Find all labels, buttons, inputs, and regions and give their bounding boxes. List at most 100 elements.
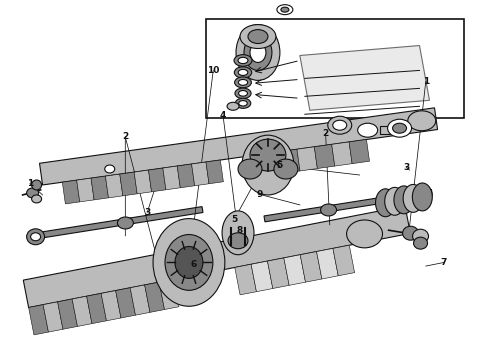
Polygon shape <box>145 282 165 312</box>
Ellipse shape <box>105 165 115 173</box>
Ellipse shape <box>235 88 251 99</box>
Polygon shape <box>134 170 151 194</box>
Polygon shape <box>77 178 94 202</box>
Ellipse shape <box>414 237 427 249</box>
Ellipse shape <box>333 120 347 130</box>
Ellipse shape <box>346 220 383 248</box>
Ellipse shape <box>281 7 289 12</box>
Text: 1: 1 <box>27 179 33 188</box>
Polygon shape <box>120 172 137 196</box>
Polygon shape <box>43 302 63 332</box>
Ellipse shape <box>238 57 248 64</box>
Polygon shape <box>251 261 273 292</box>
Ellipse shape <box>250 139 286 171</box>
Text: 10: 10 <box>207 66 220 75</box>
Polygon shape <box>314 144 335 168</box>
Bar <box>206 19 465 118</box>
Polygon shape <box>235 264 256 295</box>
Ellipse shape <box>239 100 247 106</box>
Ellipse shape <box>222 211 254 255</box>
Text: 2: 2 <box>122 132 128 141</box>
Polygon shape <box>284 255 306 285</box>
Polygon shape <box>105 174 123 198</box>
Polygon shape <box>332 142 352 166</box>
Text: 4: 4 <box>220 111 226 120</box>
Polygon shape <box>58 299 77 329</box>
Polygon shape <box>317 248 338 279</box>
Ellipse shape <box>388 119 412 137</box>
Polygon shape <box>62 180 80 204</box>
Ellipse shape <box>32 180 42 190</box>
Ellipse shape <box>236 24 280 80</box>
Ellipse shape <box>408 111 436 131</box>
Text: 3: 3 <box>144 208 150 217</box>
Polygon shape <box>268 258 289 288</box>
Polygon shape <box>101 291 121 321</box>
Ellipse shape <box>277 5 293 15</box>
Polygon shape <box>264 189 432 222</box>
Ellipse shape <box>385 187 405 215</box>
Ellipse shape <box>358 123 378 137</box>
Ellipse shape <box>234 55 252 66</box>
Ellipse shape <box>394 186 414 214</box>
Text: 1: 1 <box>423 77 429 86</box>
Text: 7: 7 <box>441 258 447 267</box>
Text: 9: 9 <box>256 190 263 199</box>
Ellipse shape <box>392 123 407 133</box>
Polygon shape <box>28 305 49 335</box>
Ellipse shape <box>228 233 248 249</box>
Text: 5: 5 <box>276 161 282 170</box>
Polygon shape <box>87 293 106 324</box>
Ellipse shape <box>118 217 133 229</box>
Polygon shape <box>40 108 438 185</box>
Polygon shape <box>192 162 209 186</box>
Ellipse shape <box>328 116 352 134</box>
Ellipse shape <box>235 77 251 88</box>
Ellipse shape <box>403 226 418 240</box>
Ellipse shape <box>235 98 251 108</box>
Polygon shape <box>116 288 136 318</box>
Ellipse shape <box>250 42 266 62</box>
Ellipse shape <box>403 184 423 212</box>
Polygon shape <box>177 164 195 188</box>
Ellipse shape <box>26 188 39 198</box>
Ellipse shape <box>239 80 247 85</box>
Ellipse shape <box>26 229 45 245</box>
Polygon shape <box>333 245 355 276</box>
Polygon shape <box>159 279 179 310</box>
Polygon shape <box>297 147 318 171</box>
Text: 6: 6 <box>191 260 197 269</box>
Polygon shape <box>280 149 300 174</box>
Ellipse shape <box>153 219 225 306</box>
Polygon shape <box>130 285 150 315</box>
Polygon shape <box>206 160 223 184</box>
Polygon shape <box>24 206 410 307</box>
Polygon shape <box>300 45 429 110</box>
Ellipse shape <box>413 229 429 243</box>
Polygon shape <box>72 296 92 327</box>
Polygon shape <box>163 166 180 190</box>
Polygon shape <box>91 176 108 200</box>
Ellipse shape <box>239 90 247 96</box>
Ellipse shape <box>32 195 42 203</box>
Polygon shape <box>300 252 322 282</box>
Polygon shape <box>148 168 166 192</box>
Ellipse shape <box>238 159 262 179</box>
Ellipse shape <box>244 35 272 71</box>
Text: 3: 3 <box>403 163 409 172</box>
Ellipse shape <box>274 159 298 179</box>
Ellipse shape <box>165 234 213 290</box>
Ellipse shape <box>375 189 395 217</box>
Ellipse shape <box>242 135 294 195</box>
Text: 8: 8 <box>237 226 243 235</box>
Ellipse shape <box>413 183 432 211</box>
Ellipse shape <box>238 69 248 76</box>
Polygon shape <box>30 207 203 240</box>
Ellipse shape <box>248 30 268 44</box>
Ellipse shape <box>320 204 337 216</box>
Polygon shape <box>349 140 369 164</box>
Ellipse shape <box>227 102 239 110</box>
Ellipse shape <box>30 233 41 241</box>
Ellipse shape <box>234 67 252 78</box>
Text: 5: 5 <box>231 215 237 224</box>
